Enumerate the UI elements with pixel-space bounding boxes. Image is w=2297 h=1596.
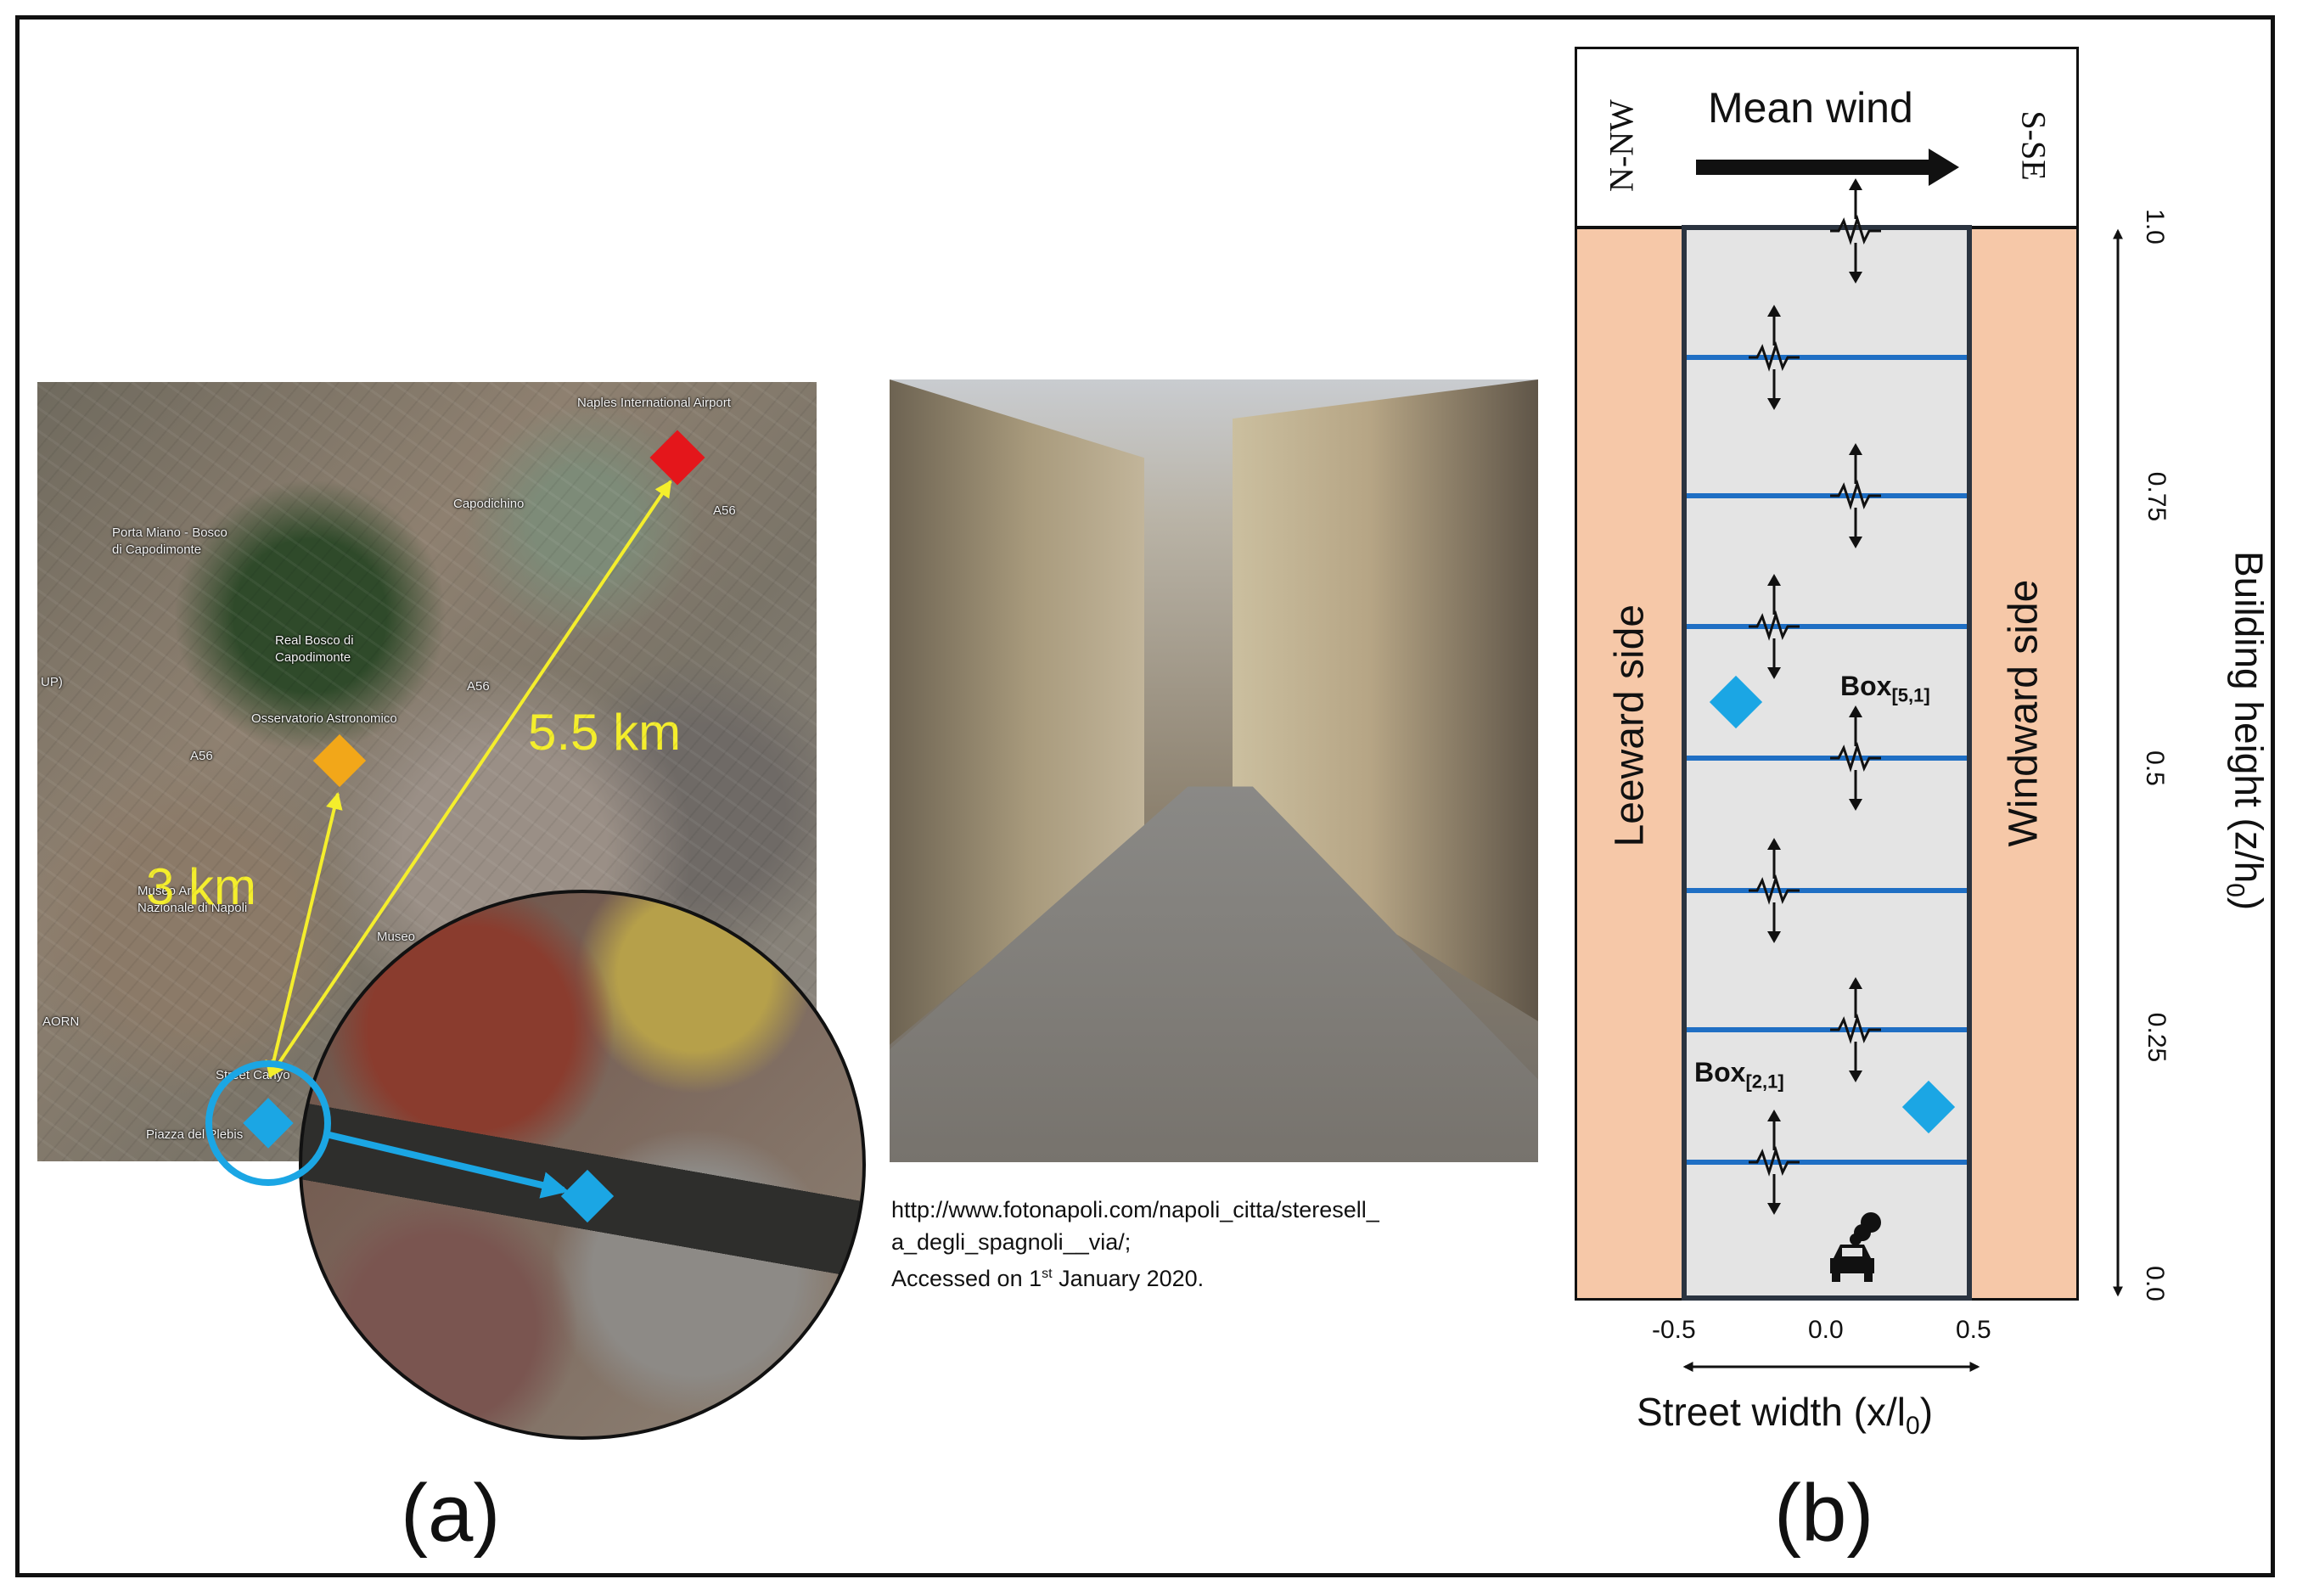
street-canyon-zoom-inset xyxy=(299,890,866,1440)
turbulent-exchange-icon xyxy=(1830,178,1881,284)
y-tick-0-25: 0.25 xyxy=(2143,1012,2171,1063)
y-axis-title-text: Building height (z/h xyxy=(2227,550,2272,884)
box-label-text: Box xyxy=(1840,671,1892,701)
caption-line-1: http://www.fotonapoli.com/napoli_citta/s… xyxy=(891,1197,1379,1222)
box-2-1-label: Box[2,1] xyxy=(1694,1057,1784,1093)
turbulent-exchange-icon xyxy=(1749,305,1800,410)
turbulent-exchange-icon xyxy=(1830,977,1881,1082)
figure-frame xyxy=(15,15,2275,1577)
x-tick-0-5: 0.5 xyxy=(1956,1316,1991,1344)
x-axis-title-text: Street width (x/l xyxy=(1637,1390,1906,1434)
turbulent-exchange-icon xyxy=(1830,443,1881,548)
wind-header-box xyxy=(1575,47,2079,228)
y-tick-0-0: 0.0 xyxy=(2141,1266,2169,1301)
leeward-building xyxy=(1575,227,1685,1301)
windward-building xyxy=(1968,227,2079,1301)
box-5-1-sensor xyxy=(1709,675,1763,729)
observatory-marker xyxy=(312,733,367,788)
distance-arrow-observatory xyxy=(265,792,343,1078)
box-2-1-sensor xyxy=(1901,1080,1956,1134)
mean-wind-title: Mean wind xyxy=(1708,84,1913,132)
y-axis-title-sub: 0 xyxy=(2221,883,2249,897)
street-canyon-highlight-circle xyxy=(205,1060,331,1186)
panel-label-b: (b) xyxy=(1774,1468,1874,1559)
turbulent-exchange-icon xyxy=(1830,705,1881,811)
y-axis-title: Building height (z/h0) xyxy=(2220,527,2272,935)
turbulent-exchange-icon xyxy=(1749,1110,1800,1215)
x-axis-title-sub: 0 xyxy=(1906,1412,1920,1441)
street-photo xyxy=(890,379,1538,1162)
caption-line-2: a_degli_spagnoli__via/; xyxy=(891,1229,1132,1255)
y-tick-0-5: 0.5 xyxy=(2141,750,2169,786)
car-emission-icon xyxy=(1830,1212,1881,1282)
turbulent-exchange-icon xyxy=(1749,838,1800,943)
x-axis-title: Street width (x/l0) xyxy=(1637,1389,1933,1441)
caption-line-3-end: January 2020. xyxy=(1052,1266,1205,1291)
x-tick-0-0: 0.0 xyxy=(1808,1316,1844,1344)
y-tick-0-75: 0.75 xyxy=(2143,471,2171,522)
photo-caption: http://www.fotonapoli.com/napoli_citta/s… xyxy=(891,1194,1379,1295)
turbulent-exchange-icon xyxy=(1749,574,1800,679)
caption-superscript: st xyxy=(1042,1267,1053,1281)
airport-marker xyxy=(649,430,705,486)
box-label-text: Box xyxy=(1694,1057,1746,1087)
x-tick-minus-0-5: -0.5 xyxy=(1652,1316,1696,1344)
x-axis-title-end: ) xyxy=(1919,1390,1934,1434)
box-5-1-label: Box[5,1] xyxy=(1840,671,1930,706)
inset-sensor-marker xyxy=(560,1169,615,1223)
canyon-layers xyxy=(1687,178,1967,1215)
panel-label-a: (a) xyxy=(401,1468,501,1559)
street-canyon-marker xyxy=(243,1098,294,1149)
caption-line-3: Accessed on 1 xyxy=(891,1266,1042,1291)
mean-wind-arrowhead xyxy=(1929,149,1959,186)
zoom-arrow xyxy=(325,1131,570,1199)
y-tick-1-0: 1.0 xyxy=(2141,209,2169,244)
box-label-index: [5,1] xyxy=(1891,684,1930,706)
y-axis-title-end: ) xyxy=(2227,896,2272,911)
box-label-index: [2,1] xyxy=(1745,1071,1784,1093)
